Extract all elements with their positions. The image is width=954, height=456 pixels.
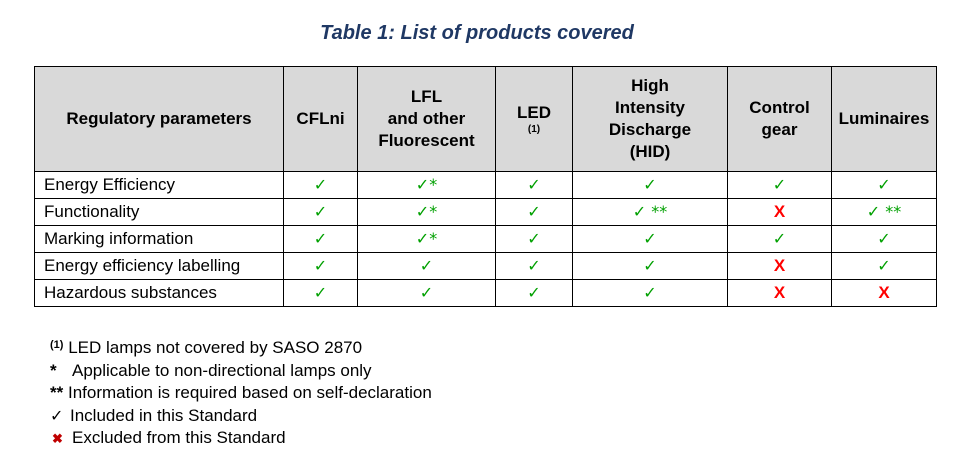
header-hid: High Intensity Discharge (HID) — [572, 66, 728, 172]
check-mark-icon: ✓ — [313, 229, 328, 248]
table-cell: ✓ — [495, 171, 573, 199]
table-row: Functionality ✓ ✓* ✓ ✓ ** X ✓ ** — [34, 198, 937, 226]
header-cflni: CFLni — [283, 66, 358, 172]
table-cell: ✓* — [357, 225, 496, 253]
check-mark-icon: ✓ — [313, 283, 328, 302]
table-cell: X — [727, 279, 832, 307]
table-cell: ✓ — [727, 225, 832, 253]
table-cell: ✓ — [572, 171, 728, 199]
legend-item-double-star: ** Information is required based on self… — [50, 383, 432, 402]
table-cell: ✓ — [831, 252, 937, 280]
table-cell: ✓ — [283, 198, 358, 226]
check-mark-icon: ✓ — [527, 202, 541, 221]
check-mark-icon: ✓ — [643, 175, 657, 194]
check-mark-icon: ✓ — [527, 256, 541, 275]
row-label: Marking information — [34, 225, 284, 253]
table-row: Energy efficiency labelling ✓ ✓ ✓ ✓ X ✓ — [34, 252, 937, 280]
cross-mark-icon: X — [878, 283, 890, 302]
table-title: Table 1: List of products covered — [320, 22, 634, 44]
check-mark-icon: ✓ ** — [866, 202, 902, 221]
table-cell: ✓ — [495, 279, 573, 307]
row-label: Energy Efficiency — [34, 171, 284, 199]
cross-icon: ✖ — [52, 431, 63, 446]
cross-mark-icon: X — [773, 256, 786, 275]
header-regulatory-parameters: Regulatory parameters — [34, 66, 284, 172]
check-mark-icon: ✓* — [415, 175, 438, 194]
table-cell: ✓ — [495, 252, 573, 280]
table-cell: X — [727, 198, 832, 226]
check-icon: ✓ — [50, 405, 64, 425]
table-cell: ✓ — [831, 225, 937, 253]
check-mark-icon: ✓ — [527, 229, 541, 248]
header-row: Regulatory parameters CFLni LFL and othe… — [34, 66, 937, 172]
table-cell: ✓* — [357, 198, 496, 226]
table-row: Hazardous substances ✓ ✓ ✓ ✓ X X — [34, 279, 937, 307]
table-cell: X — [727, 252, 832, 280]
check-mark-icon: ✓ — [643, 229, 657, 248]
legend-item-single-star: * Applicable to non-directional lamps onl… — [50, 360, 372, 380]
check-mark-icon: ✓ — [527, 175, 541, 194]
check-mark-icon: ✓ — [313, 256, 328, 275]
table-row: Marking information ✓ ✓* ✓ ✓ ✓ ✓ — [34, 225, 937, 253]
check-mark-icon: ✓ — [643, 256, 657, 275]
header-luminaires: Luminaires — [831, 66, 937, 172]
legend-item-excluded: ✖ Excluded from this Standard — [50, 427, 432, 451]
row-label: Functionality — [34, 198, 284, 226]
check-mark-icon: ✓ — [419, 283, 434, 302]
check-mark-icon: ✓* — [415, 202, 438, 221]
table-cell: ✓ — [283, 252, 358, 280]
legend-item-included: ✓ Included in this Standard — [50, 405, 432, 428]
table-cell: ✓ — [357, 252, 496, 280]
table-cell: ✓* — [357, 171, 496, 199]
table-cell: X — [831, 279, 937, 307]
table-cell: ✓ — [572, 279, 728, 307]
table-cell: ✓ ** — [831, 198, 937, 226]
table-cell: ✓ — [572, 225, 728, 253]
table-cell: ✓ — [572, 252, 728, 280]
table-cell: ✓ — [495, 198, 573, 226]
table-cell: ✓ — [831, 171, 937, 199]
check-mark-icon: ✓ — [527, 283, 541, 302]
check-mark-icon: ✓ — [313, 202, 328, 221]
legend: (1) LED lamps not covered by SASO 2870 *… — [50, 334, 432, 451]
cross-mark-icon: X — [773, 202, 786, 221]
check-mark-icon: ✓ — [877, 256, 891, 275]
table-row: Energy Efficiency ✓ ✓* ✓ ✓ ✓ ✓ — [34, 171, 937, 199]
header-control-gear: Control gear — [727, 66, 832, 172]
table-cell: ✓ — [283, 225, 358, 253]
led-note-ref: (1) — [527, 124, 541, 135]
check-mark-icon: ✓ — [772, 229, 787, 248]
cross-mark-icon: X — [773, 283, 786, 302]
row-label: Energy efficiency labelling — [34, 252, 284, 280]
table-cell: ✓ ** — [572, 198, 728, 226]
check-mark-icon: ✓ ** — [632, 202, 668, 221]
header-led: LED (1) — [495, 66, 573, 172]
table-cell: ✓ — [357, 279, 496, 307]
legend-item-led-note: (1) LED lamps not covered by SASO 2870 — [50, 338, 363, 357]
check-mark-icon: ✓ — [772, 175, 787, 194]
table-cell: ✓ — [283, 171, 358, 199]
check-mark-icon: ✓ — [643, 283, 657, 302]
check-mark-icon: ✓ — [877, 229, 891, 248]
header-lfl: LFL and other Fluorescent — [357, 66, 496, 172]
table-cell: ✓ — [727, 171, 832, 199]
check-mark-icon: ✓* — [415, 229, 438, 248]
table-cell: ✓ — [283, 279, 358, 307]
check-mark-icon: ✓ — [877, 175, 891, 194]
products-table: Regulatory parameters CFLni LFL and othe… — [34, 66, 937, 307]
check-mark-icon: ✓ — [313, 175, 328, 194]
check-mark-icon: ✓ — [419, 256, 434, 275]
table-cell: ✓ — [495, 225, 573, 253]
row-label: Hazardous substances — [34, 279, 284, 307]
